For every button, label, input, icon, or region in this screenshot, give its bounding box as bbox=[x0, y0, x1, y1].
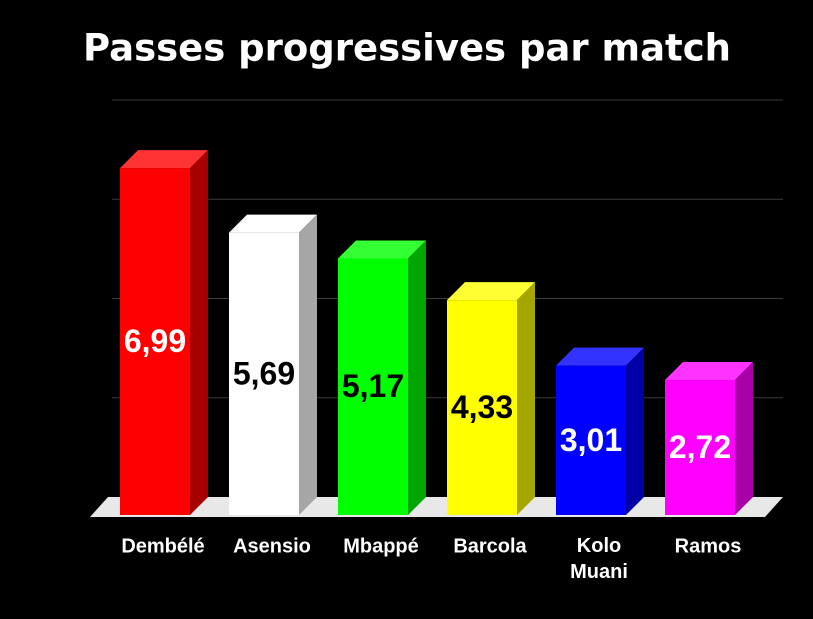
value-label: 5,17 bbox=[342, 368, 404, 404]
x-tick-label-line: Kolo bbox=[577, 535, 621, 557]
bar bbox=[665, 380, 735, 515]
x-tick-label: Mbappé bbox=[343, 535, 419, 557]
chart-title: Passes progressives par match bbox=[83, 27, 731, 70]
value-label: 4,33 bbox=[451, 389, 513, 425]
bar-top bbox=[229, 214, 317, 233]
value-label: 3,01 bbox=[560, 422, 622, 458]
bar-side bbox=[735, 362, 753, 515]
bar-top bbox=[338, 240, 426, 259]
value-label: 2,72 bbox=[669, 429, 731, 465]
x-tick-label-line: Muani bbox=[570, 561, 628, 583]
x-tick-label: Dembélé bbox=[121, 535, 204, 557]
bar bbox=[120, 168, 190, 515]
x-tick-label: Asensio bbox=[233, 535, 311, 557]
bar-top bbox=[447, 282, 535, 301]
bar-side bbox=[299, 214, 317, 516]
value-label: 6,99 bbox=[124, 323, 186, 359]
bar-top bbox=[556, 347, 644, 366]
bar bbox=[338, 258, 408, 515]
bar-side bbox=[626, 347, 644, 515]
bar bbox=[447, 300, 517, 515]
x-tick-label: Barcola bbox=[453, 535, 527, 557]
value-label: 5,69 bbox=[233, 355, 295, 391]
bar bbox=[556, 365, 626, 515]
x-tick-label: Ramos bbox=[675, 535, 742, 557]
bar-side bbox=[517, 282, 535, 515]
bar-side bbox=[190, 150, 208, 515]
bar-side bbox=[408, 240, 426, 515]
bar-top bbox=[665, 362, 753, 381]
bar-top bbox=[120, 150, 208, 169]
x-tick-label: Kolo Muani bbox=[570, 535, 628, 583]
bar bbox=[229, 232, 299, 516]
